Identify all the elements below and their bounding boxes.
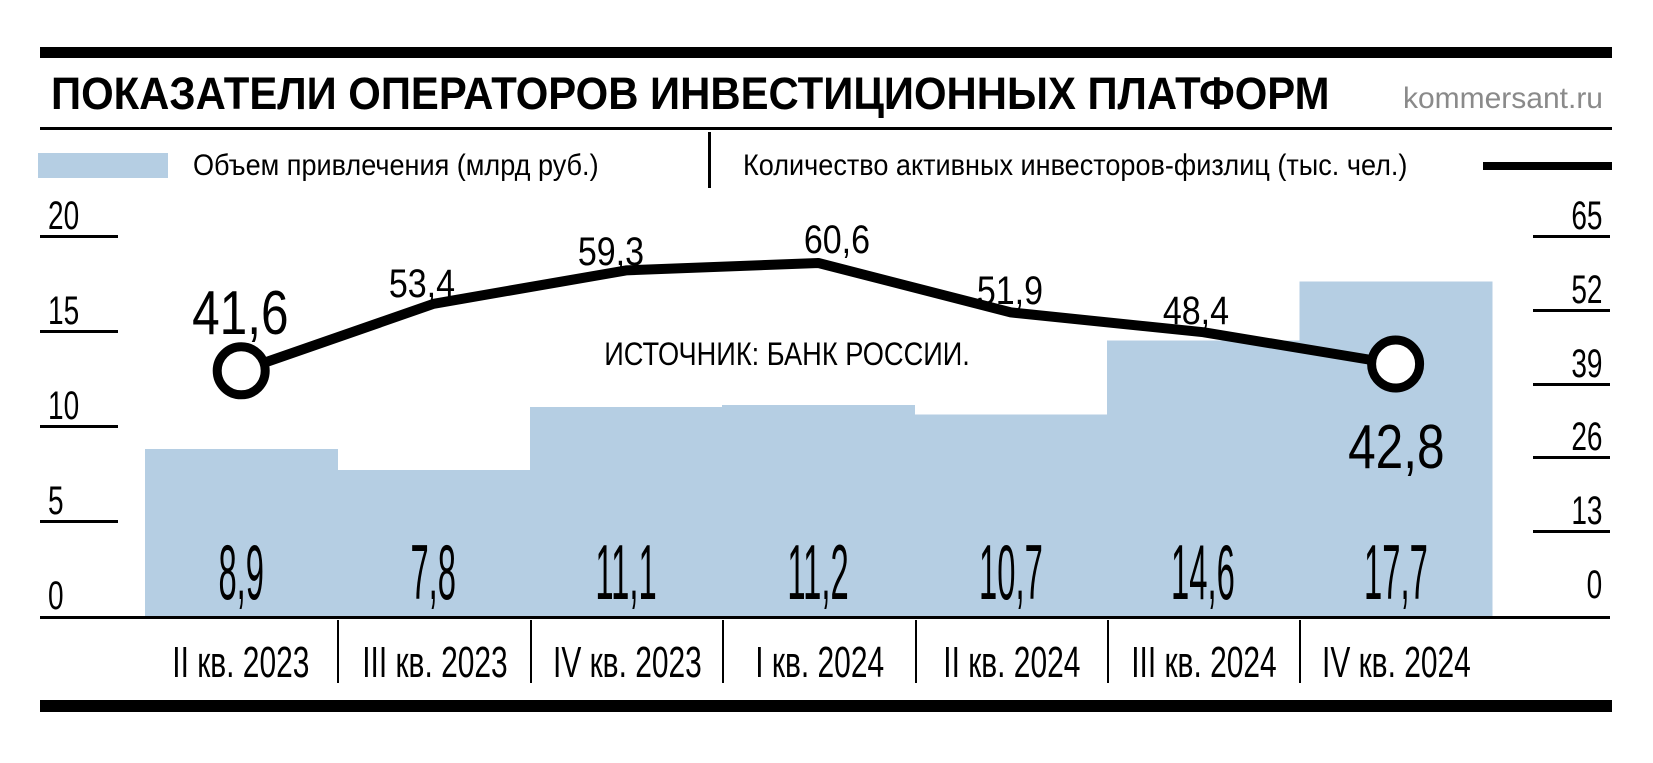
left-axis-tick-label: 20 xyxy=(48,194,80,238)
left-axis-tick-label: 10 xyxy=(48,384,80,428)
category-label: II кв. 2023 xyxy=(172,638,310,687)
left-axis-tick-label: 0 xyxy=(48,574,64,618)
line-value-label: 41,6 xyxy=(191,278,289,348)
right-axis-tick-label: 26 xyxy=(1570,415,1602,460)
bar-rect xyxy=(1107,340,1300,618)
line-value-label: 53,4 xyxy=(388,261,455,306)
investors-line xyxy=(236,258,1401,376)
line-series-swatch xyxy=(1483,162,1612,170)
left-axis-tick-label: 5 xyxy=(48,479,64,523)
bar-value-label: 11,2 xyxy=(787,528,850,616)
x-axis-baseline xyxy=(40,616,1610,619)
category-label: III кв. 2024 xyxy=(1107,620,1299,685)
bar-value-label: 8,9 xyxy=(218,528,264,616)
bar-rect xyxy=(529,407,723,618)
legend-divider xyxy=(708,132,711,188)
bar-rect xyxy=(914,414,1108,618)
top-rule xyxy=(40,47,1612,58)
title-divider-rule xyxy=(40,127,1612,130)
line-marker-circle xyxy=(1367,335,1425,393)
right-axis-tick-label: 65 xyxy=(1570,193,1602,238)
category-label: I кв. 2024 xyxy=(722,620,914,685)
left-axis-tick-line xyxy=(40,330,118,333)
bar-rect xyxy=(722,405,916,618)
bottom-rule xyxy=(40,700,1612,712)
bar-rect xyxy=(145,448,338,618)
chart-title: ПОКАЗАТЕЛИ ОПЕРАТОРОВ ИНВЕСТИЦИОННЫХ ПЛА… xyxy=(51,68,1330,119)
right-axis-tick-label: 52 xyxy=(1570,267,1602,312)
right-axis-tick-line xyxy=(1533,456,1610,460)
right-axis-tick-label: 0 xyxy=(1586,563,1602,607)
line-value-label: 42,8 xyxy=(1348,413,1445,483)
line-value-label: 60,6 xyxy=(804,217,871,262)
bar-value-label: 7,8 xyxy=(410,528,457,616)
right-axis-tick-line xyxy=(1533,308,1610,312)
left-axis-tick-line xyxy=(40,235,118,238)
right-axis-tick-label: 13 xyxy=(1570,489,1602,534)
bar-series-label: Объем привлечения (млрд руб.) xyxy=(193,149,599,182)
category-label: II кв. 2024 xyxy=(914,620,1107,685)
line-marker-circle xyxy=(212,342,270,400)
right-axis-tick-label: 39 xyxy=(1570,341,1602,386)
line-value-label: 48,4 xyxy=(1163,289,1230,334)
category-label: IV кв. 2023 xyxy=(529,620,722,685)
bar-value-label: 17,7 xyxy=(1363,528,1428,616)
left-axis-tick-label: 15 xyxy=(48,289,80,333)
brand-watermark: kommersant.ru xyxy=(1402,82,1603,115)
bar-rect xyxy=(337,469,531,618)
bar-value-label: 11,1 xyxy=(595,528,657,616)
line-value-label: 51,9 xyxy=(976,269,1043,314)
line-value-label: 59,3 xyxy=(577,230,645,275)
category-label: III кв. 2023 xyxy=(337,620,529,685)
bar-series-swatch xyxy=(38,153,168,178)
bar-value-label: 14,6 xyxy=(1171,528,1236,616)
category-label: IV кв. 2024 xyxy=(1299,620,1491,685)
right-axis-tick-line xyxy=(1533,382,1610,386)
right-axis-tick-line xyxy=(1533,530,1610,534)
left-axis-tick-line xyxy=(40,425,118,428)
right-axis-tick-line xyxy=(1533,234,1610,238)
line-series-label: Количество активных инвесторов-физлиц (т… xyxy=(743,149,1408,182)
left-axis-tick-line xyxy=(40,520,118,523)
bar-value-label: 10,7 xyxy=(978,528,1043,616)
